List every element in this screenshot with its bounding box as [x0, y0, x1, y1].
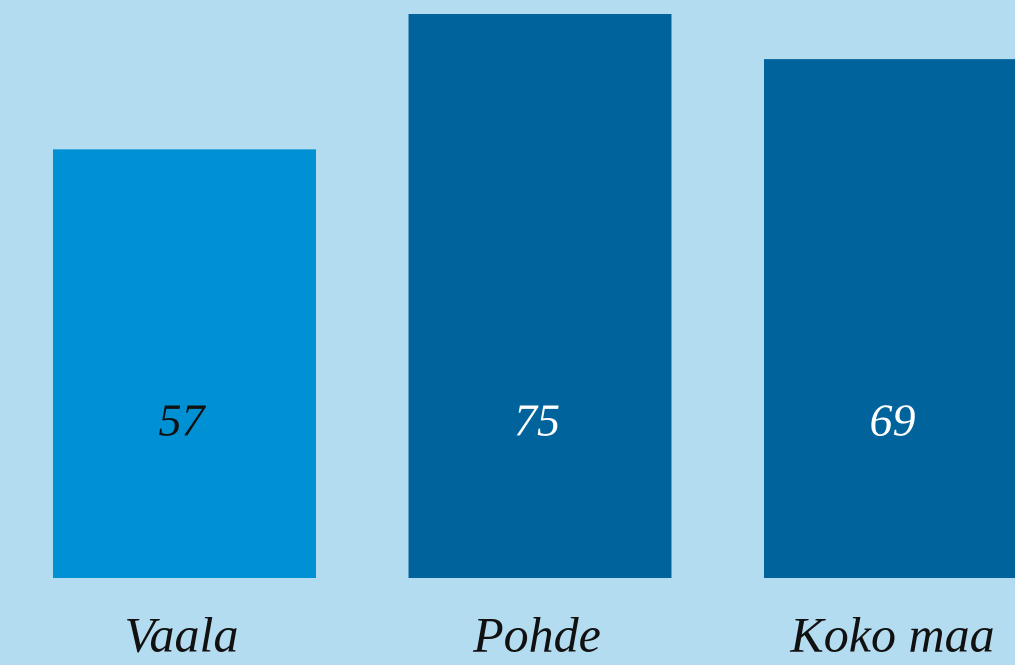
value-label: 57 — [159, 395, 207, 446]
bar — [408, 14, 672, 578]
category-label: Vaala — [125, 606, 239, 662]
bar — [53, 149, 316, 579]
category-label: Pohde — [472, 606, 601, 662]
bar — [764, 59, 1015, 579]
category-label: Koko maa — [789, 606, 994, 662]
value-label: 69 — [870, 395, 916, 446]
value-label: 75 — [514, 395, 560, 446]
